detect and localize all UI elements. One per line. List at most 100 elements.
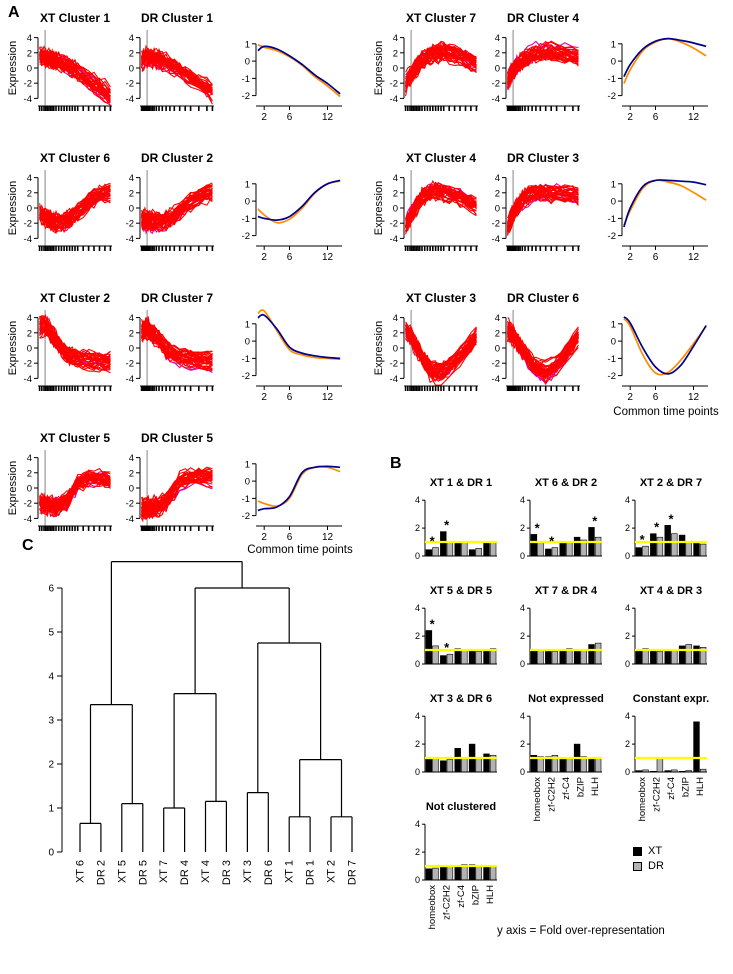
plot-title: XT Cluster 4 (406, 151, 476, 165)
svg-text:1: 1 (48, 804, 54, 815)
bar-chart-xt-5-dr-5: XT 5 & DR 5 0 2 4 * * (415, 585, 497, 669)
category-label: zf-C4 (666, 777, 677, 800)
expression-axis-label: Expression (373, 181, 385, 235)
svg-text:0: 0 (393, 204, 398, 215)
svg-text:0: 0 (625, 551, 630, 561)
cluster-plot-dr-cluster-1: DR Cluster 1 -4 -2 0 2 4 (126, 11, 214, 111)
plot-title: XT Cluster 1 (40, 11, 110, 25)
chart-title: XT 7 & DR 4 (535, 585, 598, 597)
svg-text:-2: -2 (492, 219, 500, 230)
svg-text:-2: -2 (242, 231, 250, 242)
svg-text:4: 4 (415, 603, 420, 613)
svg-text:12: 12 (322, 252, 334, 263)
cluster-plot-xt-cluster-6: XT Cluster 6 -4 -2 0 2 4 (24, 151, 112, 251)
cluster-plot-dr-cluster-4: DR Cluster 4 -4 -2 0 2 4 (492, 11, 580, 111)
plot-title: XT Cluster 5 (40, 431, 110, 445)
svg-text:12: 12 (322, 392, 334, 403)
leaf-label: DR 6 (263, 860, 275, 885)
svg-text:-4: -4 (126, 514, 134, 525)
plot-title: DR Cluster 1 (141, 11, 213, 25)
svg-text:1: 1 (611, 39, 616, 50)
svg-text:-2: -2 (608, 231, 616, 242)
svg-text:-4: -4 (492, 94, 500, 105)
svg-text:2: 2 (27, 328, 32, 339)
cluster-plot-dr-cluster-6: DR Cluster 6 -4 -2 0 2 4 (492, 291, 580, 391)
svg-text:2: 2 (415, 631, 420, 641)
xt-mean-line (257, 180, 341, 224)
leaf-label: XT 4 (200, 860, 212, 883)
chart-title: Not expressed (528, 693, 604, 705)
leaf-label: XT 6 (75, 860, 87, 883)
svg-text:0: 0 (415, 875, 420, 885)
svg-text:-2: -2 (24, 219, 32, 230)
svg-text:12: 12 (688, 392, 700, 403)
svg-text:12: 12 (322, 532, 334, 543)
dr-mean-line (257, 45, 341, 95)
category-label: bZIP (680, 777, 691, 797)
svg-text:0: 0 (625, 767, 630, 777)
common-time-points-label-left: Common time points (247, 544, 353, 556)
svg-text:0: 0 (245, 477, 250, 488)
svg-text:-2: -2 (242, 371, 250, 382)
svg-text:0: 0 (27, 204, 32, 215)
bar-chart-xt-4-dr-3: XT 4 & DR 3 0 2 4 (625, 585, 707, 669)
svg-text:2: 2 (625, 631, 630, 641)
svg-text:0: 0 (48, 848, 54, 859)
plot-title: DR Cluster 5 (141, 431, 213, 445)
svg-text:-1: -1 (608, 354, 616, 365)
svg-text:-1: -1 (608, 74, 616, 85)
chart-title: XT 5 & DR 5 (430, 585, 492, 597)
svg-text:4: 4 (129, 453, 134, 464)
plot-title: DR Cluster 7 (141, 291, 213, 305)
svg-text:4: 4 (27, 453, 32, 464)
svg-text:6: 6 (653, 112, 659, 123)
cluster-plot-xt-cluster-2: XT Cluster 2 -4 -2 0 2 4 (24, 291, 112, 391)
svg-text:4: 4 (625, 711, 630, 721)
svg-text:-4: -4 (24, 514, 32, 525)
svg-text:1: 1 (245, 459, 250, 470)
svg-text:0: 0 (625, 659, 630, 669)
panel-b-label: B (390, 455, 402, 472)
svg-text:0: 0 (129, 344, 134, 355)
svg-text:-2: -2 (24, 359, 32, 370)
svg-text:2: 2 (627, 252, 633, 263)
svg-text:12: 12 (688, 252, 700, 263)
svg-text:5: 5 (48, 628, 54, 639)
category-label: zf-C4 (561, 777, 572, 800)
bar-chart-constant-expr: Constant expr. 0 2 4 homeobox zf-C2H2 zf-C4 bZI… (625, 693, 709, 821)
svg-text:12: 12 (322, 112, 334, 123)
svg-text:2: 2 (393, 48, 398, 59)
significance-star: * (549, 534, 555, 549)
svg-text:12: 12 (688, 112, 700, 123)
svg-text:0: 0 (129, 484, 134, 495)
significance-star: * (444, 640, 450, 655)
legend-item-xt: XT (633, 845, 664, 857)
xt-mean-line (257, 43, 341, 98)
svg-text:0: 0 (520, 551, 525, 561)
svg-text:-4: -4 (126, 94, 134, 105)
svg-text:2: 2 (415, 523, 420, 533)
svg-text:-2: -2 (390, 359, 398, 370)
cluster-plot-xt-cluster-5: XT Cluster 5 -4 -2 0 2 4 (24, 431, 112, 531)
panel-c-label: C (22, 537, 34, 554)
svg-text:0: 0 (415, 551, 420, 561)
svg-text:4: 4 (625, 603, 630, 613)
svg-text:4: 4 (393, 313, 398, 324)
svg-text:2: 2 (627, 392, 633, 403)
svg-text:2: 2 (627, 112, 633, 123)
svg-text:-1: -1 (242, 214, 250, 225)
chart-title: XT 3 & DR 6 (430, 693, 492, 705)
panel-a-label: A (8, 4, 20, 21)
svg-text:-2: -2 (242, 91, 250, 102)
svg-text:-4: -4 (24, 234, 32, 245)
svg-text:4: 4 (415, 495, 420, 505)
svg-text:-2: -2 (126, 219, 134, 230)
cluster-plot-dr-cluster-2: DR Cluster 2 -4 -2 0 2 4 (126, 151, 214, 251)
dr-mean-line (623, 37, 707, 78)
category-label: homeobox (532, 777, 543, 822)
